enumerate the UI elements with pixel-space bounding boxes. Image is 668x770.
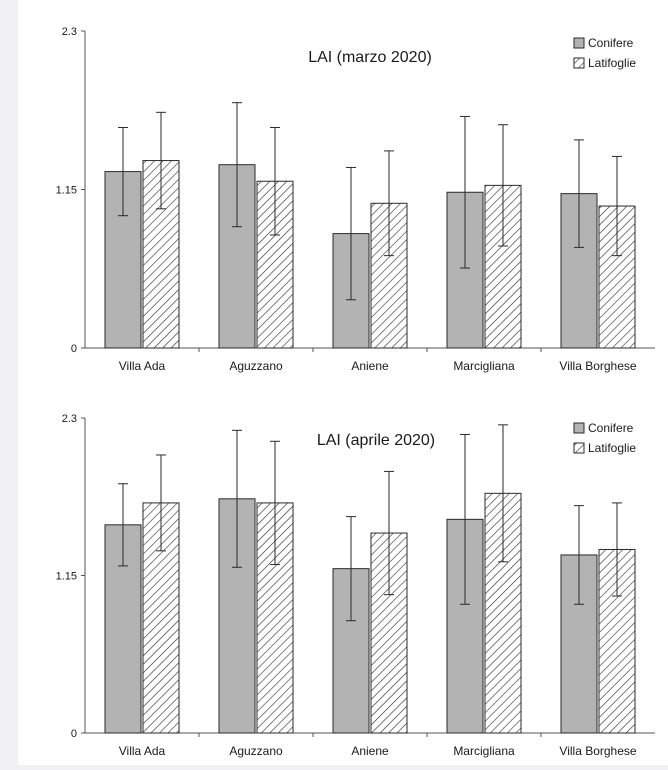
- y-tick-label: 0: [71, 728, 77, 740]
- x-tick-label: Marcigliana: [453, 744, 515, 758]
- legend-label: Conifere: [588, 36, 634, 50]
- y-tick-label: 2.3: [62, 26, 77, 38]
- x-tick-label: Aguzzano: [229, 359, 283, 373]
- legend-label: Latifoglie: [588, 441, 636, 455]
- y-tick-label: 1.15: [56, 571, 77, 583]
- x-tick-label: Villa Ada: [119, 359, 166, 373]
- legend-label: Conifere: [588, 421, 634, 435]
- x-tick-label: Aguzzano: [229, 744, 283, 758]
- lai-figure: 2.3 1.15 0 Villa Ada Aguzzano Aniene Marciglia…: [56, 26, 655, 758]
- x-tick-label: Villa Ada: [119, 744, 166, 758]
- hatched-square-icon: [573, 442, 585, 454]
- chart-title: LAI (marzo 2020): [308, 49, 432, 66]
- chart-aprile: 2.3 1.15 0 Villa Ada Aguzzano Aniene Marciglia…: [56, 413, 655, 758]
- x-tick-label: Villa Borghese: [559, 744, 636, 758]
- y-tick-label: 0: [71, 343, 77, 355]
- gray-square-icon: [573, 37, 585, 49]
- chart-title: LAI (aprile 2020): [317, 432, 435, 449]
- x-tick-label: Villa Borghese: [559, 359, 636, 373]
- latifoglie-bar: [484, 492, 522, 734]
- hatched-square-icon: [573, 57, 585, 69]
- conifere-bar: [446, 191, 484, 349]
- chart-marzo: 2.3 1.15 0 Villa Ada Aguzzano Aniene Marciglia…: [56, 26, 655, 373]
- legend-label: Latifoglie: [588, 56, 636, 70]
- gray-square-icon: [573, 422, 585, 434]
- y-tick-label: 2.3: [62, 413, 77, 425]
- y-tick-label: 1.15: [56, 185, 77, 197]
- figure-frame: 2.3 1.15 0 Villa Ada Aguzzano Aniene Marciglia…: [18, 0, 668, 765]
- x-tick-label: Aniene: [351, 359, 389, 373]
- x-tick-label: Aniene: [351, 744, 389, 758]
- x-tick-label: Marcigliana: [453, 359, 515, 373]
